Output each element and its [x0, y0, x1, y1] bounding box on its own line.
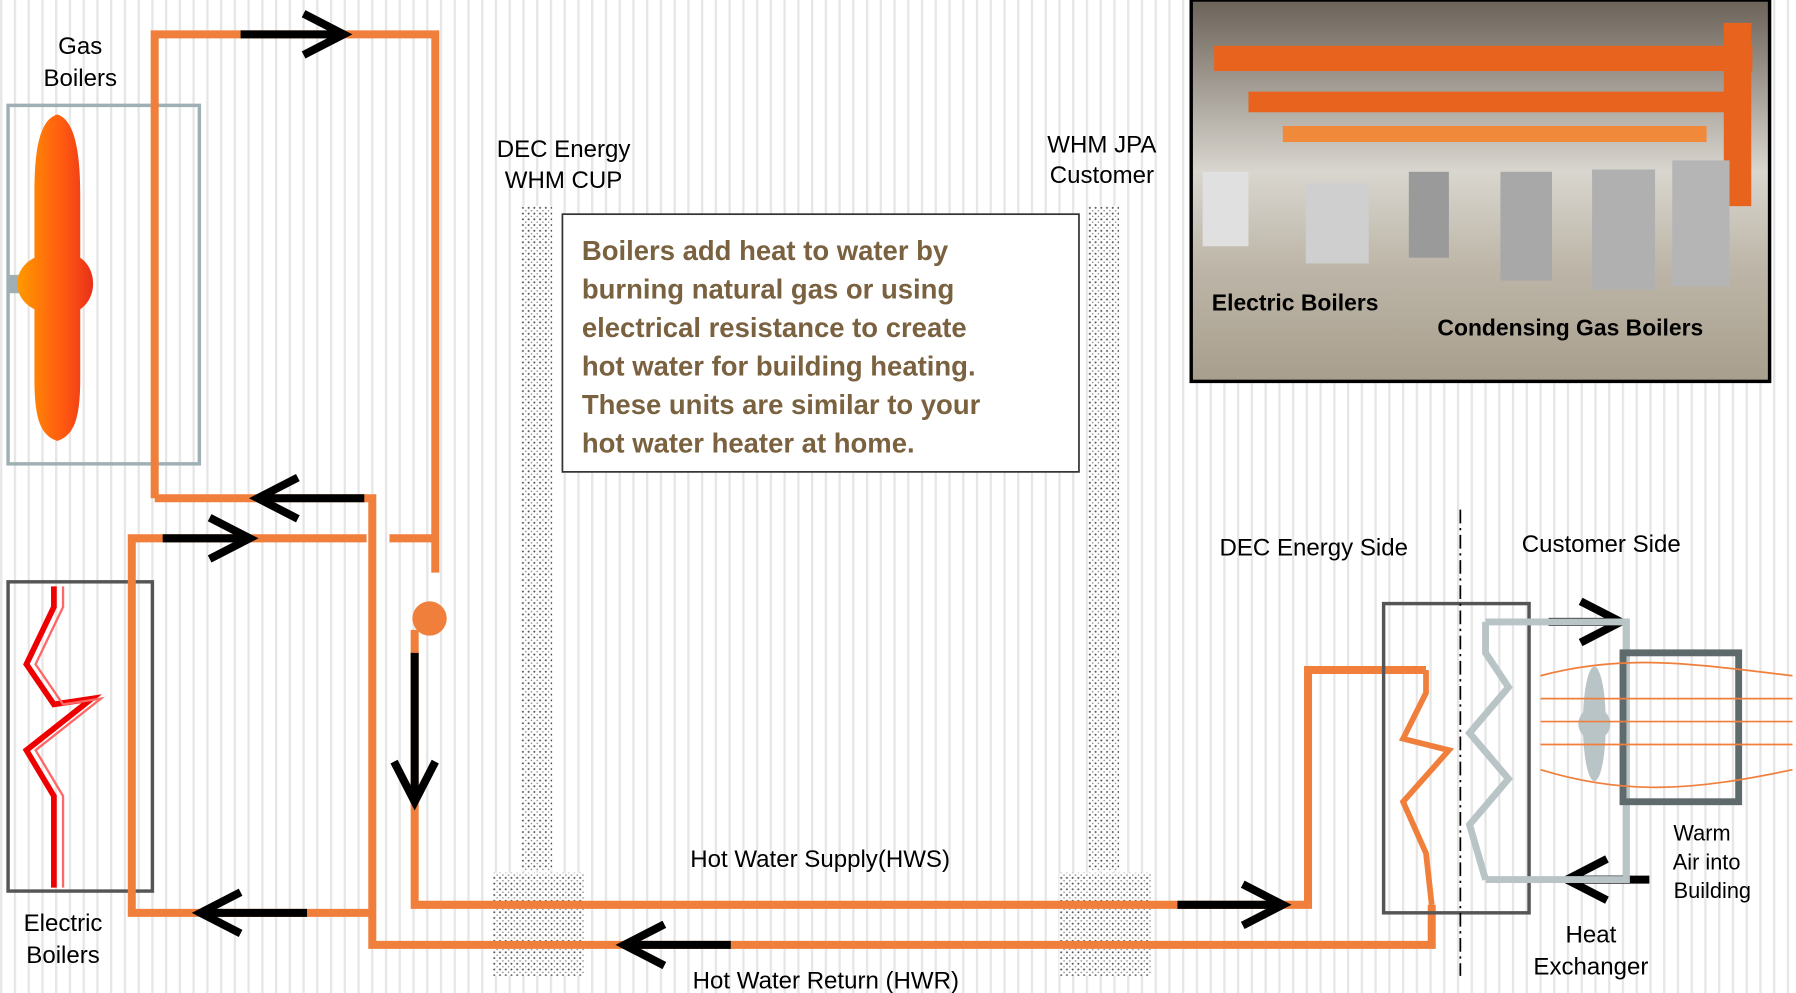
label: Air into — [1673, 849, 1741, 874]
label: Hot Water Supply(HWS) — [690, 846, 950, 873]
label: Customer Side — [1522, 531, 1681, 558]
label: Boilers — [43, 65, 117, 92]
label: WHM JPA — [1047, 131, 1156, 158]
photo-label: Electric Boilers — [1212, 289, 1379, 315]
label: Boilers — [26, 942, 100, 969]
note-line: These units are similar to your — [582, 389, 981, 420]
diagram: Electric Boilers Condensing Gas Boilers … — [0, 0, 1796, 993]
label: Electric — [24, 910, 103, 937]
label: Building — [1674, 878, 1751, 903]
label: Exchanger — [1533, 954, 1648, 981]
label: Warm — [1673, 821, 1730, 846]
note-line: Boilers add heat to water by — [582, 235, 949, 266]
note-line: electrical resistance to create — [582, 312, 967, 343]
note-line: hot water for building heating. — [582, 350, 976, 381]
note-line: hot water heater at home. — [582, 427, 915, 458]
label: Customer — [1050, 162, 1154, 189]
photo-label: Condensing Gas Boilers — [1437, 315, 1703, 341]
label: Hot Water Return (HWR) — [693, 967, 959, 993]
label: DEC Energy — [497, 136, 631, 163]
label: DEC Energy Side — [1220, 534, 1408, 561]
note-line: burning natural gas or using — [582, 273, 954, 304]
fan-hub — [1578, 708, 1610, 740]
label: WHM CUP — [505, 167, 623, 194]
label: Heat — [1566, 922, 1617, 949]
label: Gas — [58, 33, 102, 60]
